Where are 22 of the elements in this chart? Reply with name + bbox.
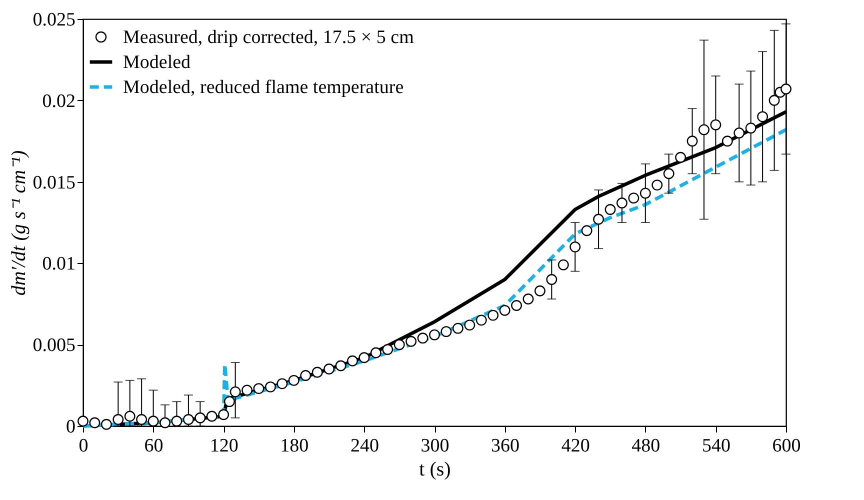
x-tick-label: 60 [144, 436, 164, 456]
x-tick-label: 480 [632, 436, 660, 456]
y-tick-label: 0 [66, 416, 76, 438]
legend-label: Modeled [123, 52, 192, 73]
y-axis-title: dm′/dt (g s⁻¹ cm⁻¹) [8, 150, 30, 296]
y-tick-label: 0.025 [32, 10, 76, 30]
x-tick-label: 360 [491, 436, 520, 456]
legend-label: Measured, drip corrected, 17.5 × 5 cm [123, 27, 414, 48]
x-tick-label: 0 [78, 436, 88, 456]
x-tick-label: 300 [420, 436, 450, 456]
x-axis-title: t (s) [419, 458, 451, 480]
x-tick-label: 420 [561, 436, 590, 456]
x-tick-label: 600 [772, 436, 801, 456]
x-tick-label: 240 [350, 436, 379, 456]
x-tick-label: 120 [210, 436, 238, 456]
x-tick-label: 180 [280, 436, 309, 456]
y-tick-label: 0.015 [32, 172, 76, 194]
legend-label: Modeled, reduced flame temperature [123, 77, 404, 98]
y-tick-label: 0.01 [42, 254, 76, 275]
y-tick-label: 0.02 [42, 90, 76, 112]
x-tick-label: 540 [702, 436, 730, 456]
y-tick-label: 0.005 [32, 335, 76, 356]
